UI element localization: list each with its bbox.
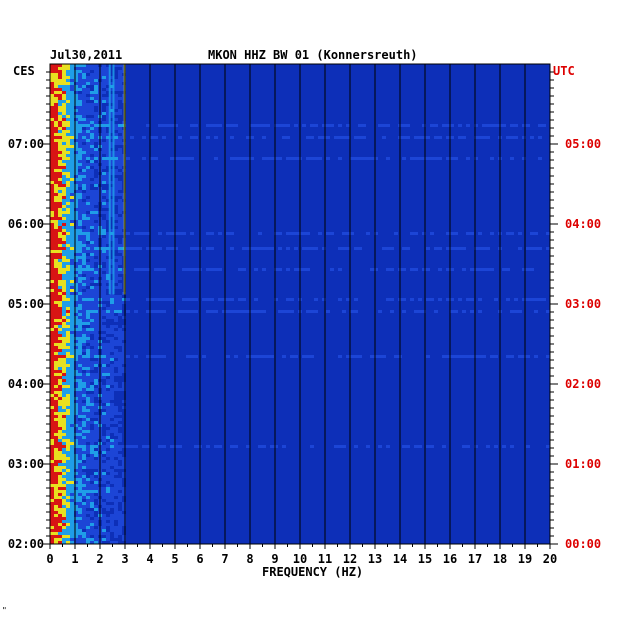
spectral-line [112,64,115,295]
x-tick-label: 17 [468,552,482,566]
y-tick-label-right: 02:00 [565,377,601,391]
x-tick-label: 15 [418,552,432,566]
chart-title: MKON HHZ BW 01 (Konnersreuth) [208,48,418,62]
y-tick-label-left: 05:00 [8,297,44,311]
y-tick-label-right: 01:00 [565,457,601,471]
y-tick-label-right: 03:00 [565,297,601,311]
y-tick-label-left: 03:00 [8,457,44,471]
x-tick-label: 2 [96,552,103,566]
x-tick-label: 3 [121,552,128,566]
footer-mark: " [2,606,7,615]
chart-date: Jul30,2011 [50,48,123,62]
x-tick-label: 13 [368,552,382,566]
x-tick-label: 1 [71,552,78,566]
y-tick-label-right: 05:00 [565,137,601,151]
y-tick-label-left: 07:00 [8,137,44,151]
x-tick-label: 19 [518,552,532,566]
left-timezone-label: CES [13,64,35,78]
x-tick-label: 7 [221,552,228,566]
x-tick-label: 10 [293,552,307,566]
y-tick-label-right: 00:00 [565,537,601,551]
x-tick-label: 5 [171,552,178,566]
x-tick-label: 18 [493,552,507,566]
y-tick-label-left: 02:00 [8,537,44,551]
y-tick-label-left: 04:00 [8,377,44,391]
x-tick-label: 4 [146,552,153,566]
x-tick-label: 14 [393,552,407,566]
spectral-line [108,64,111,295]
x-tick-label: 16 [443,552,457,566]
x-tick-label: 20 [543,552,557,566]
y-tick-label-right: 04:00 [565,217,601,231]
y-tick-label-left: 06:00 [8,217,44,231]
x-tick-label: 9 [271,552,278,566]
x-axis-label: FREQUENCY (HZ) [262,565,364,579]
plot-frame [49,63,551,545]
x-tick-label: 12 [343,552,357,566]
x-tick-label: 6 [196,552,203,566]
right-timezone-label: UTC [553,64,575,78]
x-tick-label: 11 [318,552,332,566]
x-tick-label: 0 [46,552,53,566]
x-tick-label: 8 [246,552,253,566]
